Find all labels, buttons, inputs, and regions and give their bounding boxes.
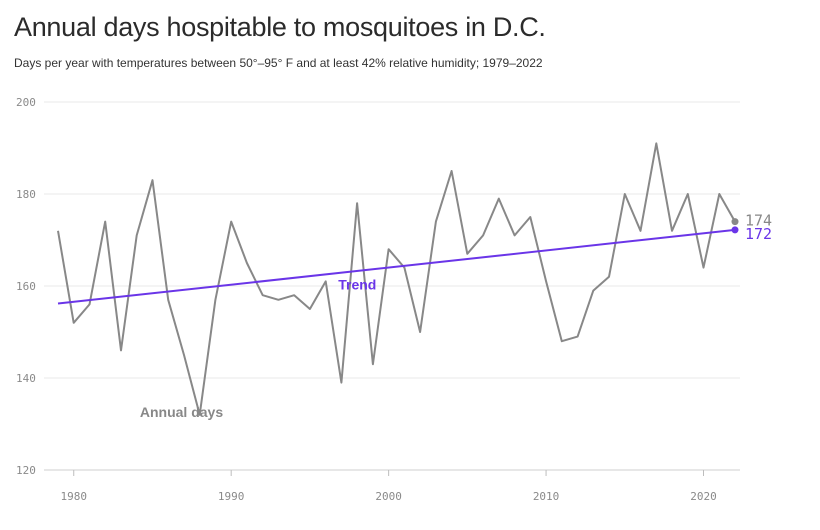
chart-title: Annual days hospitable to mosquitoes in …	[14, 12, 546, 42]
x-tick-label: 2010	[533, 490, 560, 503]
y-tick-label: 160	[16, 280, 36, 293]
y-tick-label: 120	[16, 464, 36, 477]
annual-days-end-label: 174	[745, 212, 772, 230]
y-tick-label: 180	[16, 188, 36, 201]
trend-series-label: Trend	[338, 277, 376, 293]
annual-days-series-label: Annual days	[140, 404, 223, 420]
trend-end-point	[731, 226, 739, 234]
x-tick-label: 1980	[60, 490, 87, 503]
chart-subtitle: Days per year with temperatures between …	[14, 56, 543, 70]
trend-end-label: 172	[745, 225, 772, 243]
x-tick-label: 1990	[218, 490, 245, 503]
x-tick-label: 2000	[375, 490, 402, 503]
trend-line	[57, 228, 736, 305]
y-tick-label: 140	[16, 372, 36, 385]
x-tick-label: 2020	[690, 490, 717, 503]
annual-days-end-point	[731, 218, 739, 226]
annual-days-line	[57, 142, 736, 416]
y-tick-label: 200	[16, 96, 36, 109]
